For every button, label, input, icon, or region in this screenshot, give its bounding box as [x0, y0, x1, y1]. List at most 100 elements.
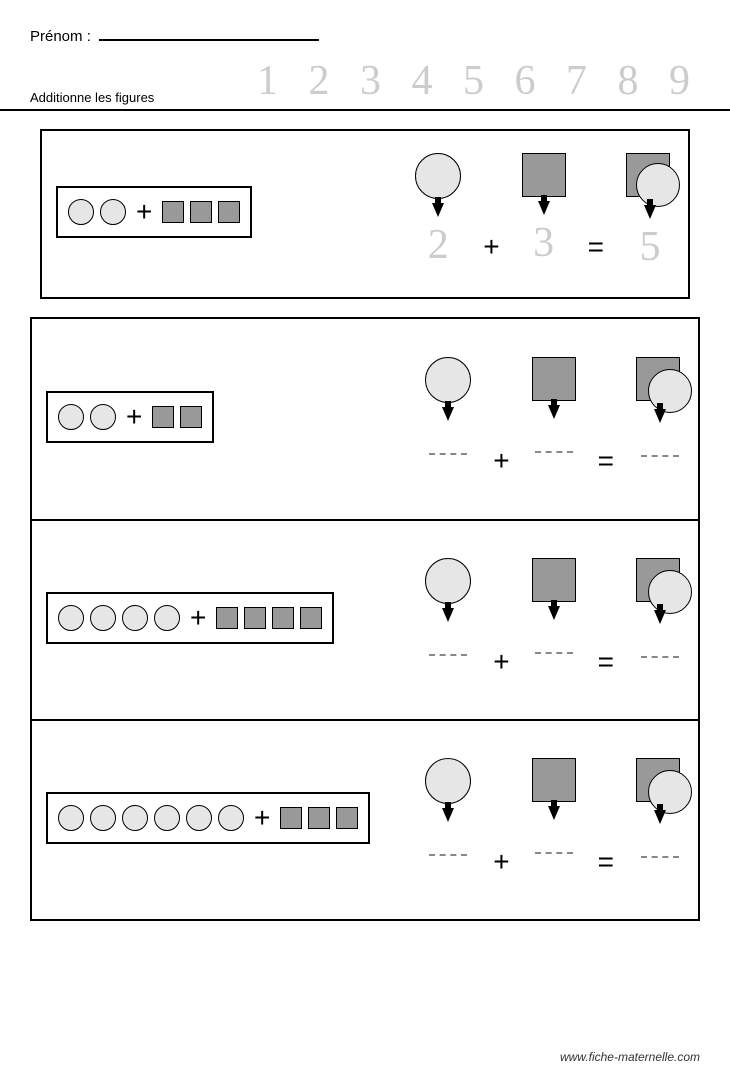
arrow-down-icon	[442, 808, 454, 822]
footer-url: www.fiche-maternelle.com	[560, 1050, 700, 1064]
answer-blank-a[interactable]	[429, 425, 467, 455]
problem-shape-box: +	[46, 391, 214, 443]
answer-blank-a[interactable]	[429, 826, 467, 856]
square-icon	[308, 807, 330, 829]
circle-icon	[186, 805, 212, 831]
answer-blank-b[interactable]	[535, 423, 573, 453]
circle-icon	[100, 199, 126, 225]
arrow-down-icon	[538, 201, 550, 215]
circle-icon	[58, 805, 84, 831]
circle-icon	[58, 605, 84, 631]
name-label: Prénom :	[30, 28, 91, 45]
circle-icon	[122, 605, 148, 631]
circle-icon	[68, 199, 94, 225]
legend-col	[425, 558, 471, 656]
circle-icon	[154, 805, 180, 831]
legend-col	[636, 758, 684, 858]
square-icon	[532, 357, 576, 401]
legend-circle: 2	[415, 153, 461, 269]
square-icon	[218, 201, 240, 223]
circle-icon	[90, 805, 116, 831]
circle-icon	[218, 805, 244, 831]
combo-icon	[626, 153, 674, 201]
legend-plus: +	[483, 153, 499, 263]
circle-icon	[648, 369, 692, 413]
square-icon	[532, 558, 576, 602]
example-box: + 2 + 3 =	[40, 129, 690, 299]
legend-col	[636, 357, 684, 457]
circle-icon	[425, 758, 471, 804]
square-icon	[532, 758, 576, 802]
legend-col	[636, 558, 684, 658]
arrow-down-icon	[644, 205, 656, 219]
circle-icon	[648, 770, 692, 814]
problem-legend: +=	[425, 357, 684, 477]
plus-symbol: +	[493, 445, 509, 477]
square-icon	[336, 807, 358, 829]
name-blank-line[interactable]	[99, 39, 319, 41]
answer-blank-c[interactable]	[641, 628, 679, 658]
circle-icon	[58, 404, 84, 430]
arrow-down-icon	[548, 806, 560, 820]
plus-symbol: +	[122, 401, 146, 433]
equals-symbol: =	[588, 231, 604, 263]
problem-legend: +=	[425, 758, 684, 878]
legend-col	[425, 758, 471, 856]
name-field: Prénom :	[30, 28, 700, 45]
plus-symbol: +	[132, 196, 156, 228]
circle-icon	[90, 404, 116, 430]
square-icon	[152, 406, 174, 428]
legend-op: =	[598, 357, 614, 477]
problem-shape-box: +	[46, 592, 334, 644]
legend-col	[532, 357, 576, 453]
equals-symbol: =	[598, 846, 614, 878]
square-icon	[180, 406, 202, 428]
problem-legend: +=	[425, 558, 684, 678]
square-icon	[272, 607, 294, 629]
arrow-down-icon	[548, 606, 560, 620]
legend-combo: 5	[626, 153, 674, 271]
plus-symbol: +	[250, 802, 274, 834]
answer-blank-b[interactable]	[535, 624, 573, 654]
legend-op: +	[493, 558, 509, 678]
equals-symbol: =	[598, 646, 614, 678]
example-b: 3	[533, 219, 554, 267]
problem-row: ++=	[32, 319, 698, 519]
instruction-text: Additionne les figures	[30, 90, 154, 105]
answer-blank-a[interactable]	[429, 626, 467, 656]
plus-symbol: +	[493, 646, 509, 678]
combo-icon	[636, 558, 684, 606]
problem-row: ++=	[32, 719, 698, 919]
answer-blank-c[interactable]	[641, 427, 679, 457]
legend-op: =	[598, 558, 614, 678]
arrow-down-icon	[432, 203, 444, 217]
legend-op: =	[598, 758, 614, 878]
answer-blank-b[interactable]	[535, 824, 573, 854]
circle-icon	[122, 805, 148, 831]
equals-symbol: =	[598, 445, 614, 477]
arrow-down-icon	[654, 409, 666, 423]
circle-icon	[425, 357, 471, 403]
header: Prénom : Additionne les figures 1 2 3 4 …	[0, 0, 730, 105]
problem-row: ++=	[32, 519, 698, 719]
legend-col	[532, 758, 576, 854]
example-a: 2	[428, 221, 449, 269]
arrow-down-icon	[442, 407, 454, 421]
square-icon	[244, 607, 266, 629]
divider	[0, 109, 730, 111]
circle-icon	[415, 153, 461, 199]
arrow-down-icon	[654, 610, 666, 624]
problem-shape-box: +	[46, 792, 370, 844]
answer-blank-c[interactable]	[641, 828, 679, 858]
plus-symbol: +	[493, 846, 509, 878]
square-icon	[190, 201, 212, 223]
square-icon	[162, 201, 184, 223]
square-icon	[280, 807, 302, 829]
legend-col	[425, 357, 471, 455]
problems-container: ++=++=++=	[30, 317, 700, 921]
worksheet-page: Prénom : Additionne les figures 1 2 3 4 …	[0, 0, 730, 1074]
plus-symbol: +	[186, 602, 210, 634]
arrow-down-icon	[548, 405, 560, 419]
square-icon	[216, 607, 238, 629]
legend-col	[532, 558, 576, 654]
